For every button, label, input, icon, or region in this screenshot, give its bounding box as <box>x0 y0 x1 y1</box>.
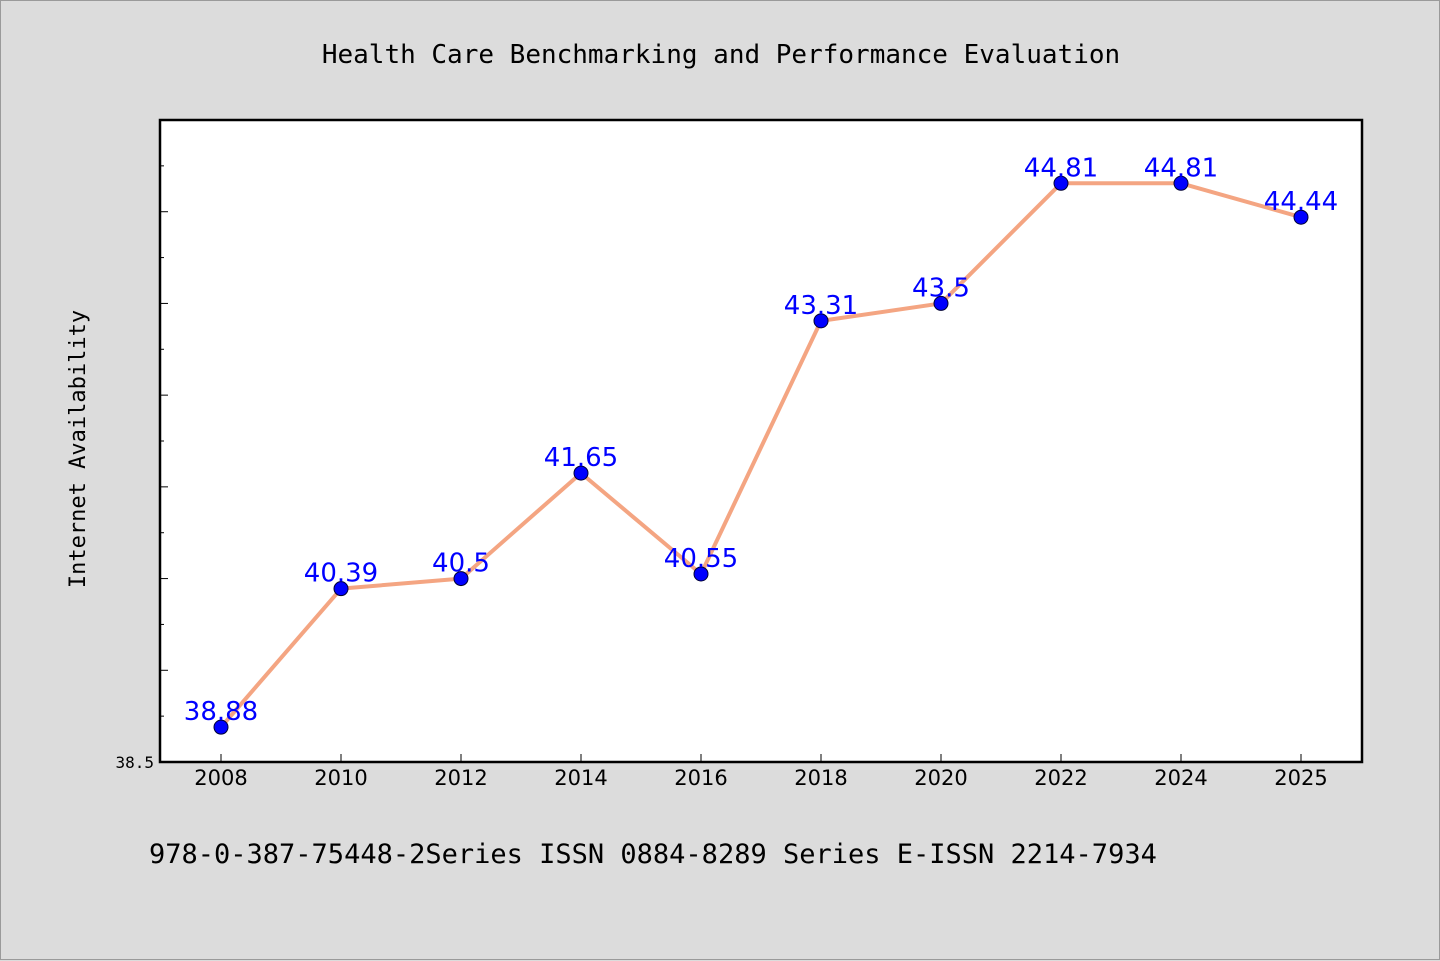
data-point-label: 44.44 <box>1264 187 1338 217</box>
x-tick-label: 2008 <box>194 766 247 790</box>
x-tick-label: 2025 <box>1274 766 1327 790</box>
data-point-marker <box>573 465 589 481</box>
data-point-label: 44.81 <box>1024 153 1098 183</box>
x-tick-label: 2014 <box>554 766 607 790</box>
data-point-label: 43.5 <box>912 273 970 303</box>
chart-title: Health Care Benchmarking and Performance… <box>322 40 1120 70</box>
y-axis-label: Internet Availability <box>66 310 91 588</box>
x-tick-label: 2016 <box>674 766 727 790</box>
x-tick-label: 2024 <box>1154 766 1207 790</box>
data-point-label: 41.65 <box>544 443 618 473</box>
data-point-marker <box>453 571 469 587</box>
x-tick-label: 2018 <box>794 766 847 790</box>
plot-area <box>158 118 1364 764</box>
data-point-marker <box>1173 175 1189 191</box>
data-point-label: 43.31 <box>784 291 858 321</box>
y-tick-label: 38.5 <box>115 753 154 772</box>
data-point-marker <box>813 313 829 329</box>
data-point-marker <box>213 719 229 735</box>
x-tick-label: 2012 <box>434 766 487 790</box>
data-point-marker <box>333 581 349 597</box>
x-tick-label: 2020 <box>914 766 967 790</box>
data-point-label: 40.5 <box>432 549 490 579</box>
series-line-group <box>219 181 1302 729</box>
data-point-marker <box>693 566 709 582</box>
data-point-label: 40.39 <box>304 559 378 589</box>
series-line <box>219 181 1302 729</box>
series-markers <box>213 175 1309 735</box>
data-point-label: 40.55 <box>664 544 738 574</box>
x-axis-ticks: 2008 2010 2012 2014 2016 2018 2020 2022 2024 2025 <box>194 754 1328 790</box>
data-point-label: 38.88 <box>184 697 258 727</box>
data-point-marker <box>1053 175 1069 191</box>
y-axis-ticks: 38.5 <box>115 119 168 772</box>
data-point-label: 44.81 <box>1144 153 1218 183</box>
x-tick-label: 2022 <box>1034 766 1087 790</box>
footer-isbn-text: 978-0-387-75448-2Series ISSN 0884-8289 S… <box>149 839 1157 870</box>
data-point-marker <box>1293 209 1309 225</box>
data-point-marker <box>933 295 949 311</box>
x-tick-label: 2010 <box>314 766 367 790</box>
data-labels: 38.88 40.39 40.5 41.65 40.55 43.31 43.5 44.81 44… <box>184 153 1338 727</box>
